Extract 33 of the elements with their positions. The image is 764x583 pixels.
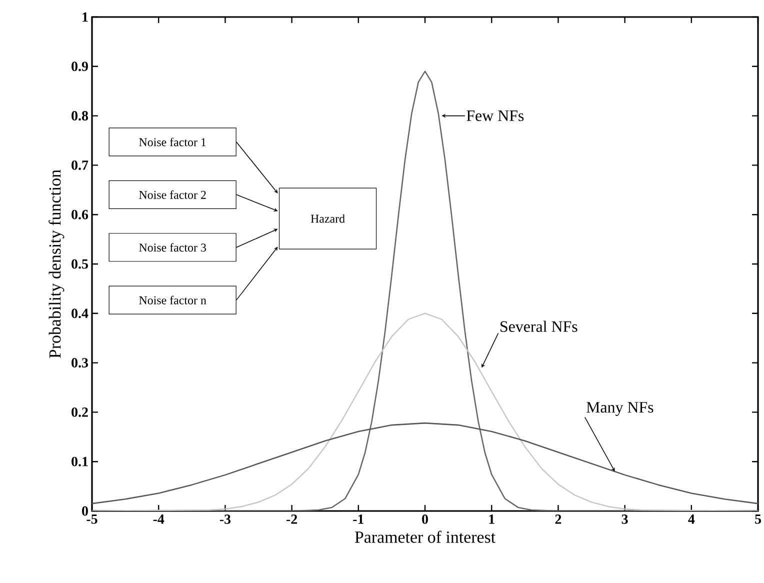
x-tick-label: 1 xyxy=(489,514,494,524)
y-tick-label: 0 xyxy=(82,506,88,516)
annotation: Noise factor 3 xyxy=(139,243,206,252)
x-tick-label: -5 xyxy=(86,514,98,524)
x-tick-label: 2 xyxy=(555,514,562,524)
x-tick-label: 3 xyxy=(622,514,628,524)
x-tick-label: 4 xyxy=(688,514,695,524)
annotation: Noise factor 1 xyxy=(139,138,206,146)
y-tick-label: 0.8 xyxy=(72,111,88,121)
annotation: Few NFs xyxy=(466,110,524,122)
x-tick-label: -2 xyxy=(286,514,298,524)
annotation: Hazard xyxy=(310,214,345,223)
y-tick-label: 0.4 xyxy=(72,308,88,318)
y-tick-label: 0.1 xyxy=(72,456,88,466)
x-tick-label: 0 xyxy=(422,514,428,524)
y-tick-label: 0.3 xyxy=(72,358,88,368)
annotation: Many NFs xyxy=(586,402,654,416)
y-tick-label: 0.6 xyxy=(72,210,88,220)
y-tick-label: 0.9 xyxy=(72,62,88,72)
y-tick-label: 0.5 xyxy=(72,259,88,269)
y-tick-label: 1 xyxy=(82,12,88,22)
annotation: Noise factor n xyxy=(139,296,206,304)
y-tick-label: 0.2 xyxy=(72,407,88,417)
y-axis-title: Probability density function xyxy=(48,170,64,358)
x-tick-label: -4 xyxy=(153,514,164,524)
x-tick-label: 5 xyxy=(755,514,761,524)
annotation: Noise factor 2 xyxy=(139,190,206,199)
x-tick-label: -1 xyxy=(353,514,364,524)
x-axis-title: Parameter of interest xyxy=(354,530,496,543)
annotation: Several NFs xyxy=(500,320,578,332)
y-tick-label: 0.7 xyxy=(72,160,88,170)
x-tick-label: -3 xyxy=(220,514,231,524)
line-series xyxy=(92,312,758,511)
